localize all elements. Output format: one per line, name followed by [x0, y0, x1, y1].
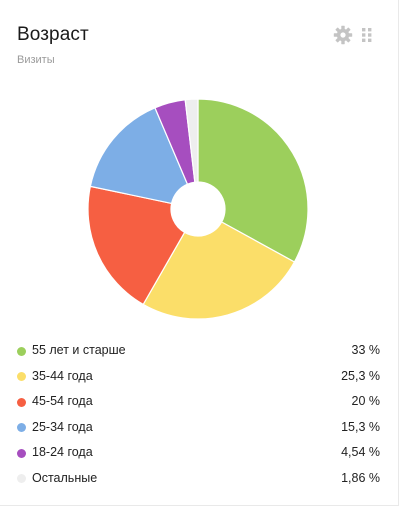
legend-item[interactable]: 25-34 года 15,3 % — [14, 415, 380, 441]
pie-slice[interactable] — [142, 221, 296, 320]
legend-value: 15,3 % — [341, 419, 380, 434]
legend-color-dot — [17, 474, 26, 483]
legend-item[interactable]: 55 лет и старше 33 % — [14, 338, 380, 364]
legend-color-dot — [17, 448, 26, 458]
legend-value: 25,3 % — [341, 368, 380, 383]
legend-label: Остальные — [32, 470, 98, 485]
gear-icon[interactable] — [333, 25, 353, 45]
legend-value: 4,54 % — [341, 445, 380, 459]
chart-legend: 55 лет и старше 33 % 35-44 года 25,3 % 45-54… — [14, 338, 380, 491]
pie-slice[interactable] — [89, 106, 189, 205]
widget-subtitle: Визиты — [17, 54, 55, 66]
drag-handle-icon[interactable] — [361, 27, 373, 43]
legend-item[interactable]: 18-24 года 4,54 % — [14, 440, 380, 466]
legend-color-dot — [17, 346, 26, 356]
legend-color-dot — [17, 397, 26, 407]
legend-label: 45-54 года — [32, 394, 93, 408]
pie-slice[interactable] — [87, 185, 186, 306]
legend-label: 35-44 года — [32, 368, 93, 383]
legend-item[interactable]: Остальные 1,86 % — [14, 466, 380, 492]
legend-label: 25-34 года — [32, 419, 93, 434]
legend-value: 1,86 % — [341, 470, 380, 485]
age-donut-chart — [87, 98, 309, 320]
legend-label: 55 лет и старше — [32, 343, 126, 357]
legend-value: 33 % — [351, 343, 381, 357]
pie-slice[interactable] — [197, 98, 309, 263]
widget-title: Возраст — [17, 24, 89, 45]
pie-slice[interactable] — [184, 98, 199, 183]
legend-value: 20 % — [351, 394, 381, 408]
legend-color-dot — [17, 423, 26, 432]
legend-label: 18-24 года — [32, 445, 93, 459]
legend-item[interactable]: 35-44 года 25,3 % — [14, 364, 380, 390]
legend-color-dot — [17, 372, 26, 381]
legend-item[interactable]: 45-54 года 20 % — [14, 389, 380, 415]
